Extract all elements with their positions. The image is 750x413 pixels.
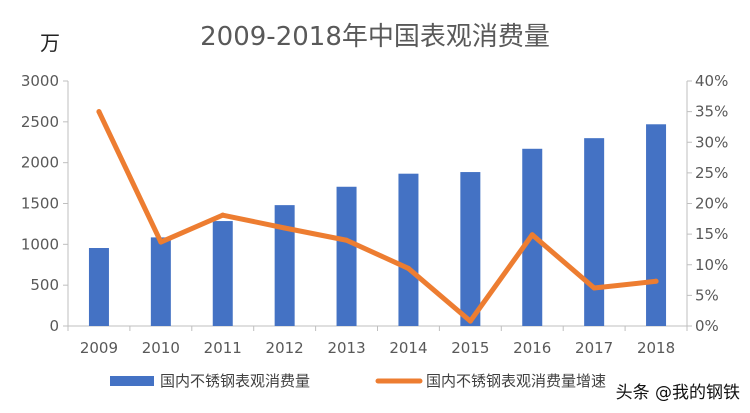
bar-2014 <box>398 173 419 326</box>
y-left-tick-label: 500 <box>30 276 59 294</box>
bar-2010 <box>150 237 171 326</box>
growth-point-2009 <box>96 109 102 115</box>
x-tick-label: 2017 <box>575 339 613 357</box>
x-tick-label: 2015 <box>451 339 489 357</box>
x-tick-label: 2011 <box>204 339 242 357</box>
legend-swatch-bar <box>110 376 154 386</box>
x-tick-label: 2012 <box>266 339 304 357</box>
bar-2017 <box>584 138 605 326</box>
growth-point-2017 <box>591 285 597 291</box>
x-tick-label: 2009 <box>80 339 118 357</box>
y-right-tick-label: 0% <box>695 317 719 335</box>
y-left-tick-label: 1500 <box>21 195 59 213</box>
y-right-tick-label: 10% <box>695 256 728 274</box>
bar-2011 <box>212 221 233 326</box>
y-left-tick-label: 1000 <box>21 235 59 253</box>
x-tick-label: 2013 <box>327 339 365 357</box>
bar-2018 <box>646 124 667 327</box>
x-tick-label: 2014 <box>389 339 427 357</box>
y-right-tick-label: 5% <box>695 286 719 304</box>
y-left-tick-label: 3000 <box>21 72 59 90</box>
legend-label-bar: 国内不锈钢表观消费量 <box>160 372 310 390</box>
y-axis-unit-label: 万 <box>40 31 60 55</box>
y-left-tick-label: 2500 <box>21 113 59 131</box>
growth-rate-line <box>96 109 659 324</box>
legend-label-line: 国内不锈钢表观消费量增速 <box>426 372 606 390</box>
bar-2013 <box>336 186 357 326</box>
growth-point-2018 <box>653 278 659 284</box>
y-right-tick-label: 30% <box>695 133 728 151</box>
bar-2009 <box>88 248 109 326</box>
legend: 国内不锈钢表观消费量 国内不锈钢表观消费量增速 <box>110 372 606 390</box>
growth-point-2015 <box>467 318 473 324</box>
y-right-tick-label: 15% <box>695 225 728 243</box>
bar-2012 <box>274 205 295 326</box>
plot-area: 0 500 1000 1500 2000 2500 3000 0% 5% 10% 15% 20% 25%… <box>21 72 729 357</box>
y-right-tick-label: 25% <box>695 164 728 182</box>
y-right-tick-label: 20% <box>695 195 728 213</box>
growth-point-2016 <box>529 232 535 238</box>
growth-point-2013 <box>344 237 350 243</box>
bar-2015 <box>460 172 481 326</box>
watermark-text: 头条 @我的钢铁 <box>616 383 740 403</box>
growth-point-2014 <box>405 265 411 271</box>
y-right-tick-label: 35% <box>695 103 728 121</box>
y-left-tick-label: 0 <box>49 317 59 335</box>
x-tick-label: 2018 <box>637 339 675 357</box>
growth-point-2010 <box>158 239 164 245</box>
y-left-tick-label: 2000 <box>21 154 59 172</box>
x-tick-label: 2010 <box>142 339 180 357</box>
growth-point-2011 <box>220 212 226 218</box>
growth-point-2012 <box>282 225 288 231</box>
x-tick-label: 2016 <box>513 339 551 357</box>
chart-title: 2009-2018年中国表观消费量 <box>200 22 550 52</box>
y-right-tick-label: 40% <box>695 72 728 90</box>
